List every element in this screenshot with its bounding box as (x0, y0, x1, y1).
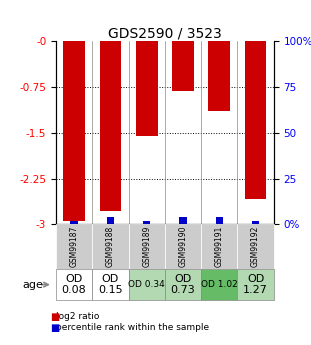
Bar (100, 41, 121, 211)
Bar (208, 41, 230, 111)
Text: OD
1.27: OD 1.27 (243, 274, 268, 295)
Bar (179, 217, 187, 224)
Text: OD 1.02: OD 1.02 (201, 280, 238, 289)
Bar (136, 41, 158, 136)
Text: ■: ■ (50, 312, 59, 322)
Bar (252, 220, 259, 224)
Title: GDS2590 / 3523: GDS2590 / 3523 (108, 26, 222, 40)
Bar (143, 220, 150, 224)
Text: OD
0.73: OD 0.73 (171, 274, 195, 295)
Text: percentile rank within the sample: percentile rank within the sample (56, 323, 209, 332)
Text: GSM99190: GSM99190 (179, 226, 188, 267)
Text: log2 ratio: log2 ratio (56, 312, 99, 321)
Text: OD 0.34: OD 0.34 (128, 280, 165, 289)
Bar (245, 41, 267, 199)
Text: age: age (23, 280, 44, 289)
Text: GSM99191: GSM99191 (215, 226, 224, 267)
Text: GSM99189: GSM99189 (142, 226, 151, 267)
Text: GSM99192: GSM99192 (251, 226, 260, 267)
Bar (63, 41, 85, 220)
Text: OD
0.08: OD 0.08 (62, 274, 86, 295)
Text: OD
0.15: OD 0.15 (98, 274, 123, 295)
Bar (172, 41, 194, 91)
Bar (216, 217, 223, 224)
Bar (71, 220, 78, 224)
Bar (107, 217, 114, 224)
Text: GSM99187: GSM99187 (70, 226, 79, 267)
Text: GSM99188: GSM99188 (106, 226, 115, 267)
Text: ■: ■ (50, 323, 59, 333)
